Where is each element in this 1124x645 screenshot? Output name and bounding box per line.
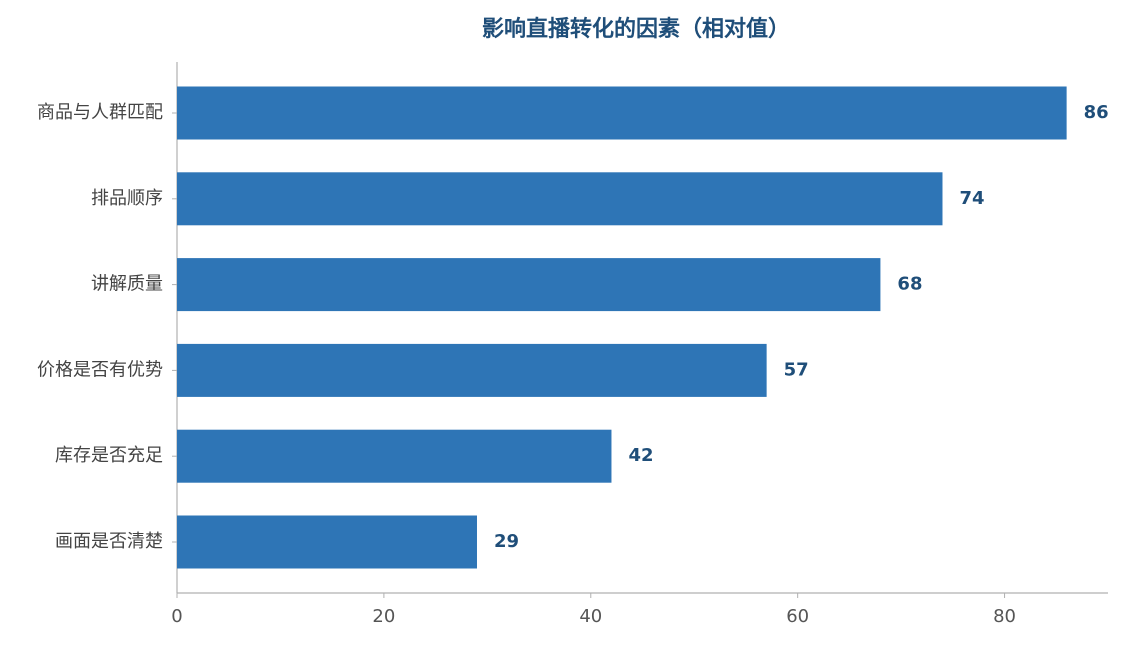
x-tick-label: 20 — [372, 606, 395, 627]
value-label: 68 — [897, 274, 922, 295]
bar — [177, 343, 767, 397]
y-tick-label: 商品与人群匹配 — [37, 102, 163, 123]
x-tick-label: 0 — [171, 606, 182, 627]
bar — [177, 172, 943, 226]
chart-title: 影响直播转化的因素（相对值） — [482, 16, 790, 42]
value-label: 29 — [494, 531, 519, 552]
y-tick-label: 画面是否清楚 — [55, 531, 163, 552]
bar — [177, 429, 612, 483]
x-tick-label: 80 — [993, 606, 1016, 627]
x-tick-label: 40 — [579, 606, 602, 627]
y-tick-label: 排品顺序 — [91, 188, 163, 209]
x-tick-label: 60 — [786, 606, 809, 627]
value-label: 86 — [1084, 102, 1109, 123]
bar — [177, 258, 881, 312]
y-tick-label: 价格是否有优势 — [37, 359, 163, 380]
y-tick-label: 讲解质量 — [91, 274, 163, 295]
y-tick-label: 库存是否充足 — [55, 445, 163, 466]
value-label: 57 — [784, 359, 809, 380]
bar — [177, 515, 477, 569]
value-label: 42 — [628, 445, 653, 466]
bar — [177, 86, 1067, 140]
value-label: 74 — [959, 188, 984, 209]
